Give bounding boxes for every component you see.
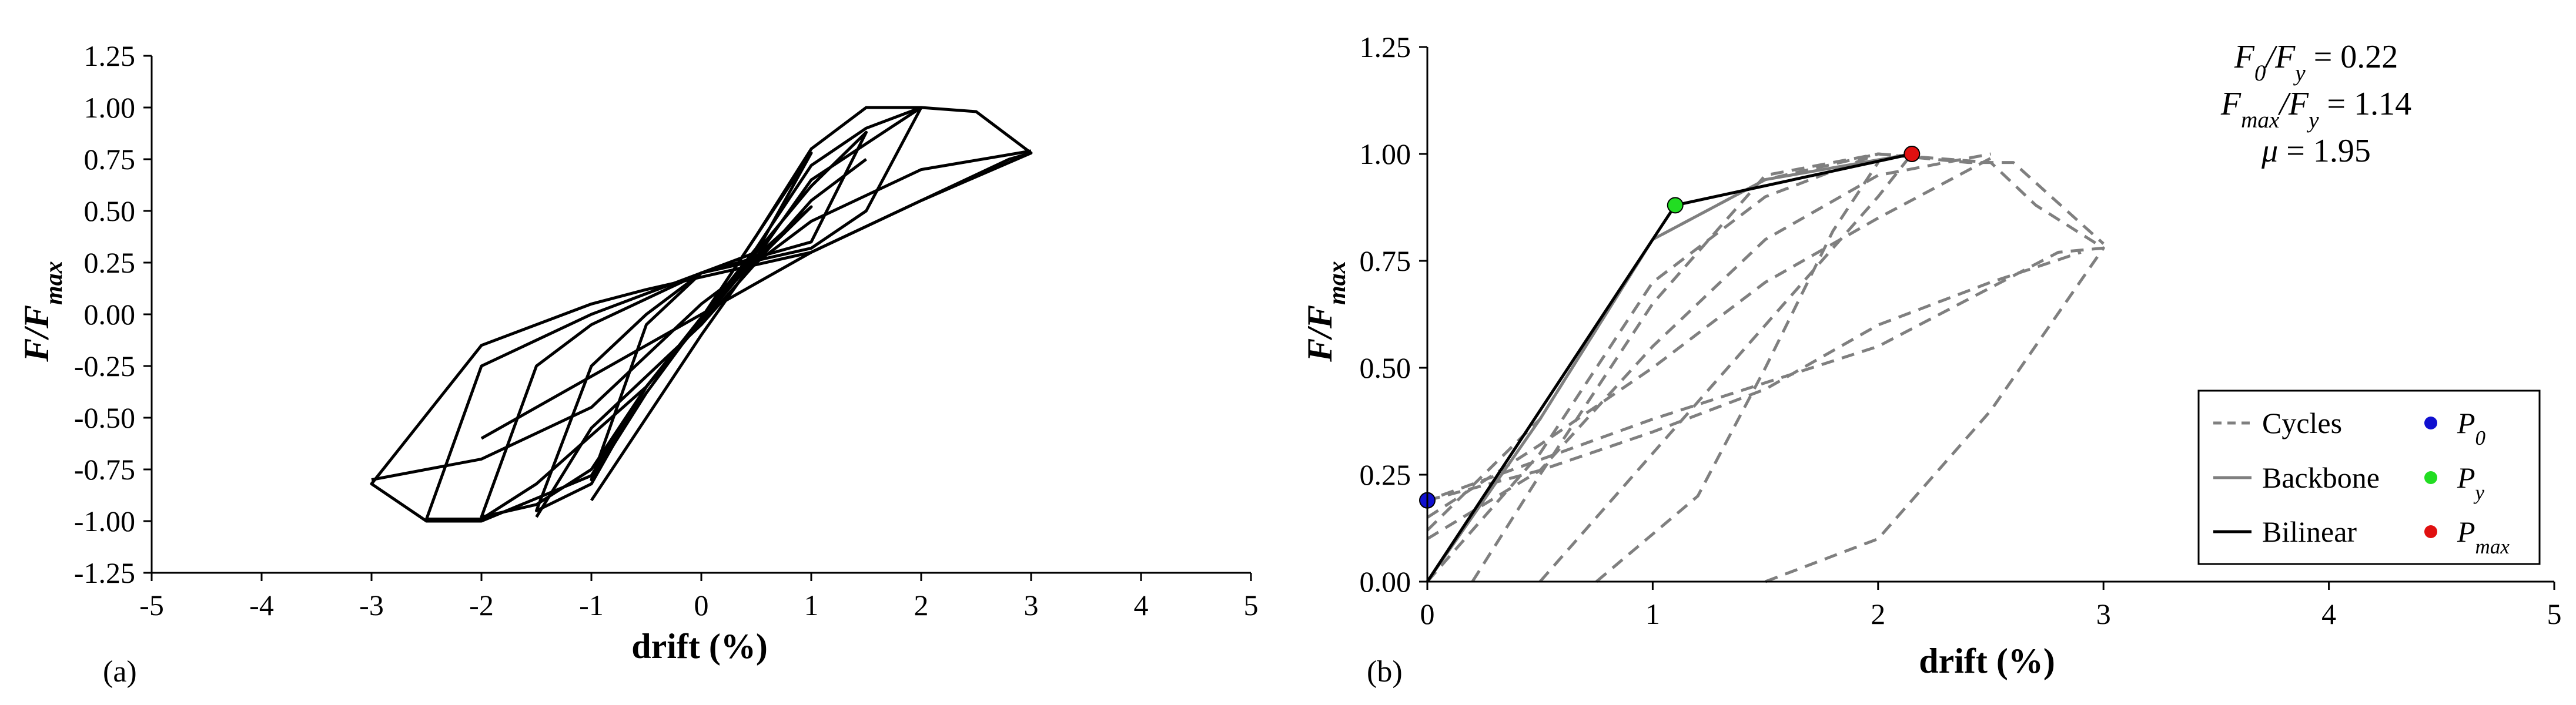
panel-b-bilinear — [1426, 152, 1912, 583]
x-tick-label: 2 — [914, 589, 929, 622]
legend-label-p0: P0 — [2457, 407, 2486, 449]
y-tick-label: 1.00 — [1360, 137, 1411, 170]
cycle-curve — [1427, 251, 2082, 502]
y-tick-label: 1.25 — [1360, 31, 1411, 63]
legend-label-bilinear: Bilinear — [2262, 515, 2357, 548]
cycle-curve — [1426, 152, 2105, 532]
legend-label-cycles: Cycles — [2262, 407, 2342, 439]
x-tick-label: 0 — [1420, 597, 1435, 630]
legend-label-py: Py — [2457, 461, 2485, 504]
hysteresis-loop — [590, 106, 922, 502]
x-tick-label: 3 — [2096, 597, 2111, 630]
hysteresis-loop — [480, 152, 1032, 440]
y-tick-label: 0.75 — [1360, 244, 1411, 277]
x-tick-label: -2 — [469, 589, 494, 622]
x-tick-label: 3 — [1024, 589, 1039, 622]
cycle-curve — [1471, 152, 1879, 583]
x-tick-label: 2 — [1871, 597, 1885, 630]
x-tick-label: -3 — [359, 589, 384, 622]
panel-b-backbone — [1426, 152, 1912, 583]
y-tick-label: 0.25 — [1360, 458, 1411, 491]
hysteresis-loop — [371, 149, 1032, 482]
legend-marker-p0 — [2424, 417, 2437, 429]
panel-b-y-label: F/Fmax — [1300, 261, 1351, 362]
panel-b-points — [1419, 146, 1921, 509]
x-tick-label: -1 — [579, 589, 604, 622]
legend-marker-py — [2424, 471, 2437, 484]
point-pmax — [1903, 146, 1921, 162]
y-tick-label: -0.75 — [74, 453, 135, 486]
panel-b-x-label: drift (%) — [1919, 642, 2055, 680]
cycle-curve — [1595, 162, 1879, 583]
hysteresis-loop — [535, 158, 868, 518]
x-tick-label: 5 — [2547, 597, 2562, 630]
x-tick-label: 4 — [2321, 597, 2336, 630]
panel-b-cycles — [1426, 152, 2105, 583]
cycle-curve — [1426, 152, 1991, 540]
x-tick-label: 1 — [804, 589, 819, 622]
hysteresis-loop — [480, 130, 868, 519]
panel-a-series — [370, 106, 1033, 523]
panel-a-label: (a) — [103, 655, 137, 689]
y-tick-label: 0.00 — [1360, 565, 1411, 598]
panel-b-y-ticks: 1.25 1.00 0.75 0.50 0.25 0.00 — [1360, 31, 1427, 598]
panel-b-x-ticks: 0 1 2 3 4 5 — [1420, 582, 2562, 630]
x-tick-label: 0 — [694, 589, 709, 622]
ratio-annotation: μ = 1.95 — [2261, 133, 2371, 169]
panel-a: -5 -4 -3 -2 -1 0 1 2 3 4 5 1.25 1.00 0.75 0.50 0.25 0.0… — [17, 39, 1259, 689]
y-tick-label: -1.25 — [74, 556, 135, 589]
x-tick-label: -4 — [249, 589, 274, 622]
legend-label-backbone: Backbone — [2262, 461, 2380, 494]
panel-b: 0 1 2 3 4 5 1.25 1.00 0.75 0.50 0.25 0.00 drift (%… — [1300, 31, 2562, 689]
panel-a-y-ticks: 1.25 1.00 0.75 0.50 0.25 0.00 -0.25 -0.50 -0.75 -… — [74, 39, 152, 589]
cycle-curve — [1426, 157, 1992, 519]
y-tick-label: 0.25 — [84, 246, 136, 279]
x-tick-label: 4 — [1134, 589, 1149, 622]
panel-b-label: (b) — [1367, 655, 1403, 689]
panel-a-x-label: drift (%) — [631, 627, 768, 666]
y-tick-label: -0.50 — [74, 401, 135, 434]
x-tick-label: 5 — [1244, 589, 1259, 622]
y-tick-label: 0.75 — [84, 143, 136, 176]
panel-b-legend: Cycles Backbone Bilinear P0 Py Pmax — [2197, 390, 2541, 565]
cycle-curve — [1426, 152, 2105, 583]
legend-box — [2197, 390, 2541, 565]
hysteresis-loop — [590, 151, 813, 482]
legend-label-pmax: Pmax — [2457, 515, 2510, 558]
cycle-curve — [1538, 153, 1913, 583]
y-tick-label: -0.25 — [74, 350, 135, 382]
y-tick-label: 1.25 — [84, 39, 136, 72]
x-tick-label: 1 — [1645, 597, 1660, 630]
panel-a-y-label: F/Fmax — [17, 261, 68, 362]
panel-a-x-ticks: -5 -4 -3 -2 -1 0 1 2 3 4 5 — [139, 573, 1259, 622]
y-tick-label: 1.00 — [84, 91, 136, 124]
point-py — [1667, 197, 1684, 214]
ratio-annotation: Fmax/Fy = 1.14 — [2220, 86, 2411, 133]
y-tick-label: 0.50 — [1360, 351, 1411, 384]
y-tick-label: 0.50 — [84, 194, 136, 227]
y-tick-label: 0.00 — [84, 298, 136, 331]
y-tick-label: -1.00 — [74, 505, 135, 538]
ratio-annotation: F0/Fy = 0.22 — [2234, 39, 2398, 86]
x-tick-label: -5 — [139, 589, 164, 622]
cycle-curve — [1765, 247, 2105, 583]
legend-marker-pmax — [2424, 525, 2437, 538]
